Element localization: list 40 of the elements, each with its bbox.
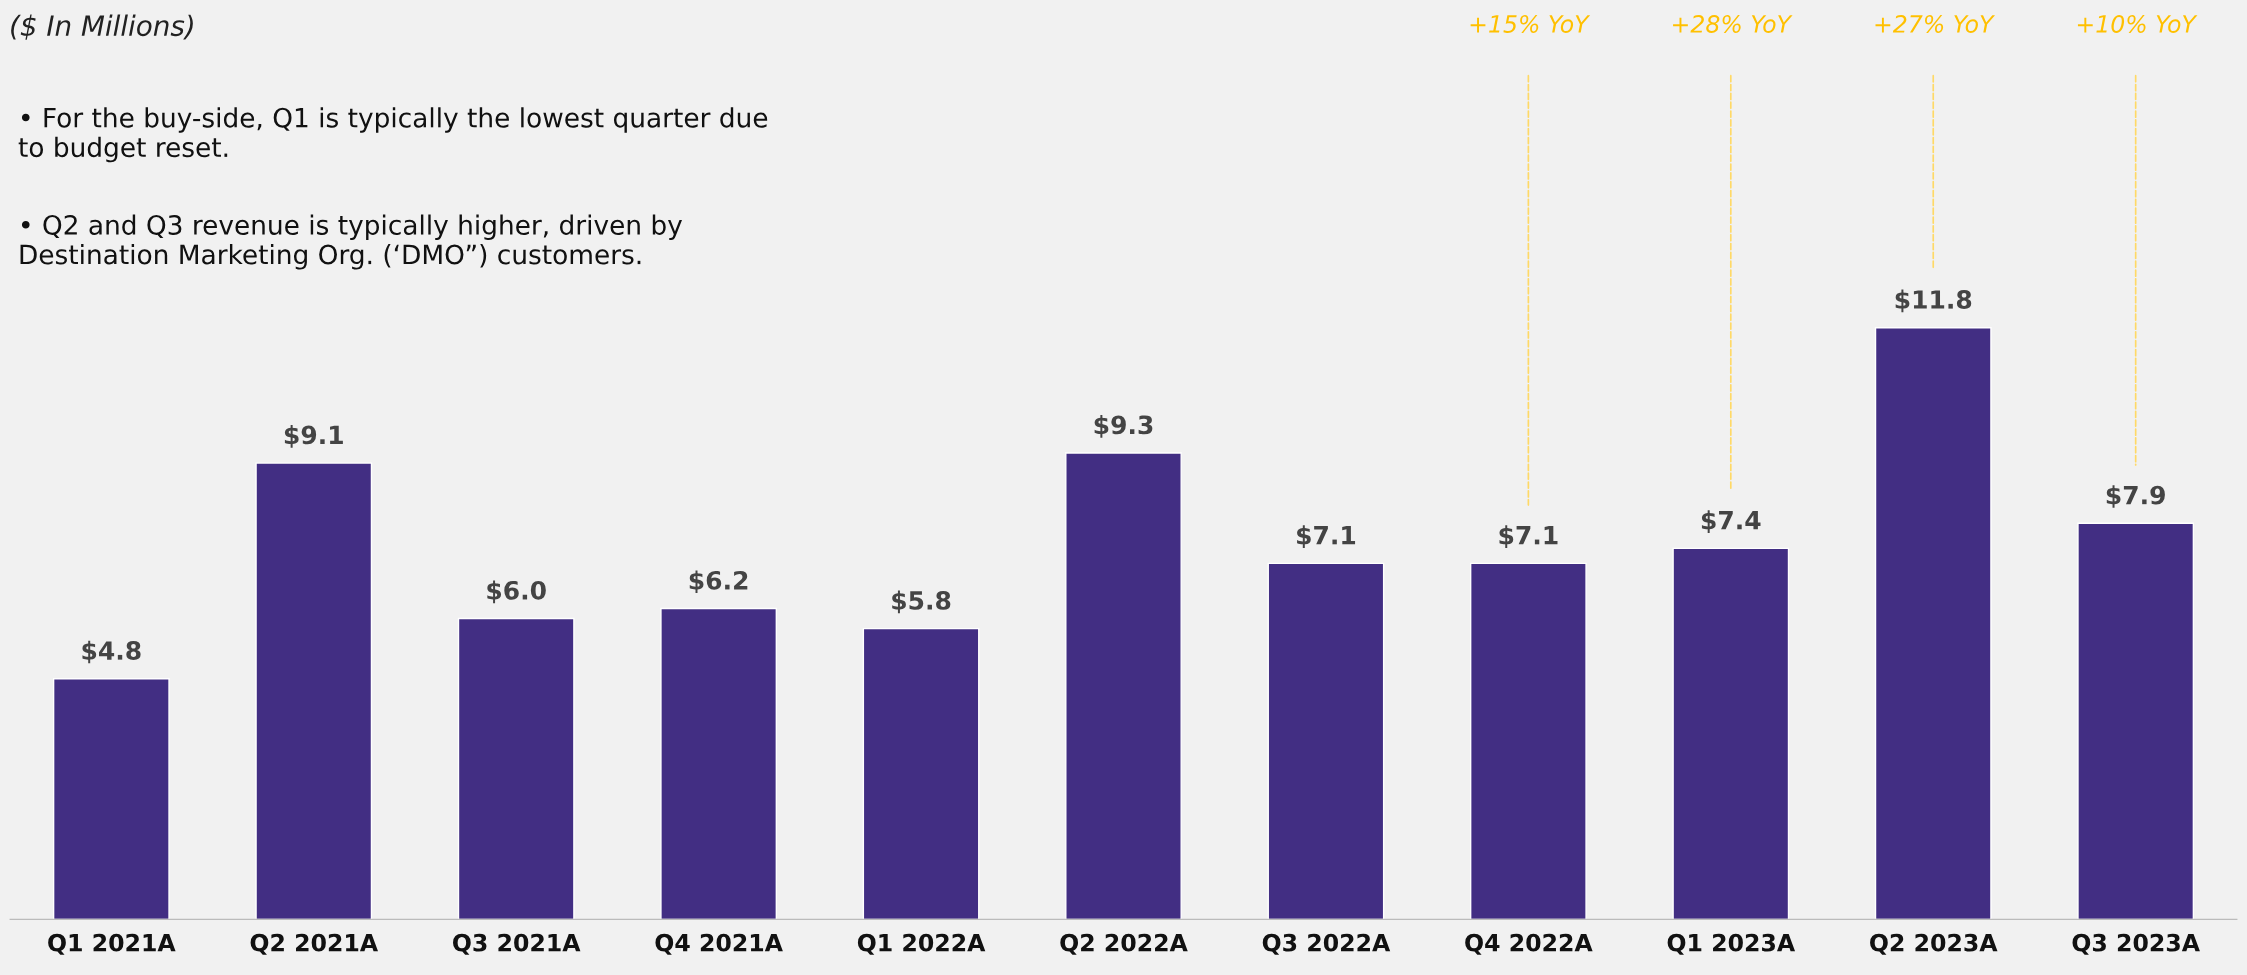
x-tick-label: Q3 2022A <box>1262 933 1391 955</box>
data-label: $7.1 <box>1297 525 1356 548</box>
data-label: $9.3 <box>1094 414 1153 438</box>
bar <box>2077 522 2195 920</box>
bar <box>1267 562 1385 920</box>
bar <box>1469 562 1587 920</box>
data-label: $6.2 <box>689 570 748 594</box>
x-tick-label: Q3 2021A <box>453 933 581 955</box>
text: +15% YoY <box>1470 15 1591 33</box>
bar <box>52 678 170 920</box>
bar <box>1874 327 1992 920</box>
data-label: $5.8 <box>892 590 951 614</box>
data-label: $7.1 <box>1499 525 1558 548</box>
bar <box>1672 547 1790 920</box>
x-tick-label: Q4 2022A <box>1465 933 1593 955</box>
x-tick-label: Q2 2021A <box>250 933 378 955</box>
chart-title: ($ In Millions) <box>11 14 193 40</box>
text: • Q2 and Q3 revenue is typically higher, driven by Destination Marketing Org. (‘DMO”) customers. <box>20 214 683 270</box>
data-label: $7.9 <box>2106 485 2165 508</box>
x-tick-label: Q3 2023A <box>2072 933 2200 955</box>
text: +28% YoY <box>1673 15 1793 33</box>
data-label: $6.0 <box>487 580 546 604</box>
bar <box>862 627 980 920</box>
data-label: $11.8 <box>1895 289 1972 313</box>
text: +27% YoY <box>1875 15 1995 33</box>
data-label: $7.4 <box>1701 510 1761 533</box>
bar <box>255 462 373 920</box>
data-label: $9.1 <box>284 425 343 448</box>
x-tick-label: Q1 2022A <box>857 933 986 955</box>
bar <box>660 607 778 920</box>
bar <box>457 617 575 920</box>
x-tick-label: Q1 2023A <box>1667 933 1796 955</box>
text: • For the buy-side, Q1 is typically the lowest quarter due to budget reset. <box>18 107 768 163</box>
x-tick-label: Q4 2021A <box>655 933 783 955</box>
data-label: $4.8 <box>82 640 141 664</box>
x-tick-label: Q2 2023A <box>1870 933 1998 955</box>
bar <box>1065 452 1182 920</box>
text: +10% YoY <box>2077 15 2198 33</box>
x-tick-label: Q1 2021A <box>48 933 176 955</box>
x-tick-label: Q2 2022A <box>1060 933 1188 955</box>
